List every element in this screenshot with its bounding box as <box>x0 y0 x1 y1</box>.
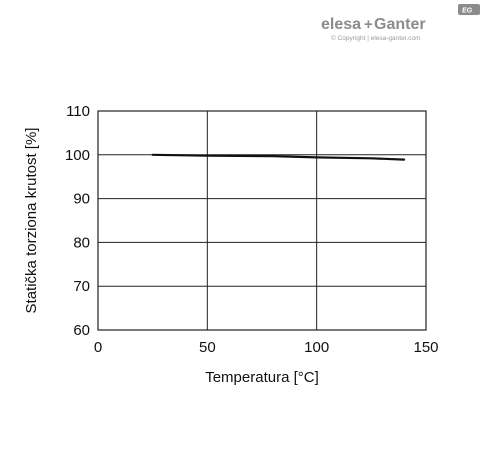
logo-badge <box>458 4 480 15</box>
y-tick-label: 90 <box>73 191 90 208</box>
logo-copyright: © Copyright | elesa-ganter.com <box>331 34 421 42</box>
y-tick-labels: 60 70 80 90 100 110 <box>65 103 90 339</box>
y-tick-label: 60 <box>73 322 90 339</box>
x-tick-label: 0 <box>94 339 102 356</box>
logo-badge-text: EG <box>462 8 473 15</box>
x-tick-label: 50 <box>199 339 216 356</box>
x-tick-label: 150 <box>413 339 438 356</box>
brand-logo: elesa + Ganter © Copyright | elesa-gante… <box>321 4 480 42</box>
y-tick-label: 70 <box>73 278 90 295</box>
series-layer <box>151 153 406 161</box>
logo-brand-right: Ganter <box>374 16 426 33</box>
y-axis-title: Statička torziona krutost [%] <box>23 128 40 314</box>
series-line <box>151 153 406 161</box>
plot-frame <box>97 110 427 331</box>
y-tick-label: 100 <box>65 147 90 164</box>
logo-plus: + <box>364 16 373 33</box>
x-axis-title: Temperatura [°C] <box>205 369 319 386</box>
grid <box>97 110 427 331</box>
y-tick-label: 110 <box>66 103 90 120</box>
x-tick-label: 100 <box>304 339 329 356</box>
y-tick-label: 80 <box>73 234 90 251</box>
x-tick-labels: 0 50 100 150 <box>94 339 439 356</box>
logo-brand-left: elesa <box>321 16 361 33</box>
